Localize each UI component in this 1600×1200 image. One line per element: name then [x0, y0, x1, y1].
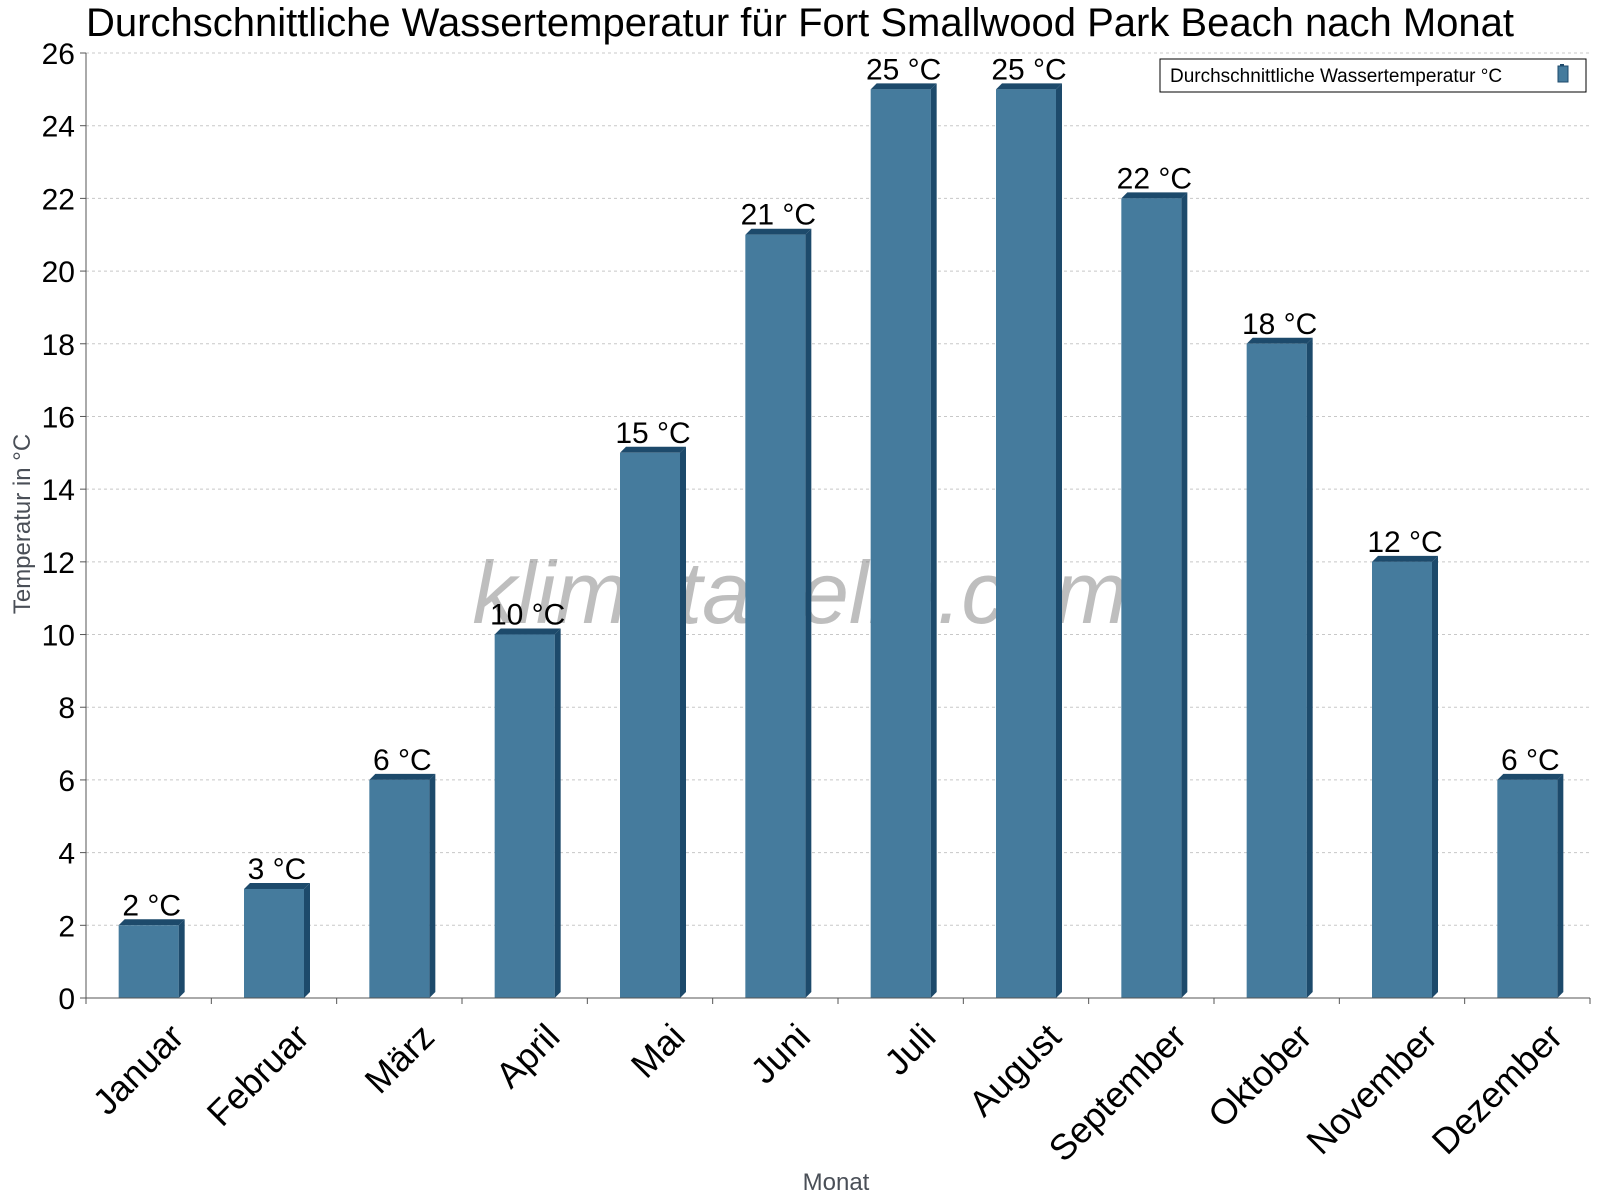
- data-label: 10 °C: [490, 599, 565, 632]
- axes: [80, 52, 1591, 1004]
- bar: [996, 89, 1056, 999]
- x-tick-label: Mai: [623, 1016, 693, 1086]
- x-tick-label: November: [1298, 1016, 1444, 1162]
- y-tick-label: 14: [42, 474, 75, 507]
- bar: [1121, 198, 1182, 998]
- bar-side: [680, 446, 686, 998]
- bar-side: [930, 83, 937, 999]
- bar: [369, 779, 430, 998]
- x-tick-label: April: [487, 1016, 567, 1096]
- y-tick-label: 0: [58, 983, 75, 1016]
- data-labels: 2 °C 3 °C 6 °C 10 °C 15 °C 21 °C 25 °C 25 °C 22 …: [122, 53, 1559, 922]
- data-label: 25 °C: [866, 53, 941, 86]
- bar: [1372, 561, 1432, 998]
- y-tick-label: 4: [58, 838, 75, 871]
- bar-side: [1181, 192, 1188, 998]
- bars: [118, 83, 1564, 999]
- bar-top: [1246, 337, 1313, 344]
- bar-side: [805, 228, 812, 998]
- y-tick-label: 8: [58, 692, 75, 725]
- y-tick-label: 10: [42, 620, 75, 653]
- bar: [620, 452, 680, 998]
- y-axis-title: Temperatur in °C: [9, 434, 36, 614]
- bar-side: [1056, 83, 1062, 999]
- data-label: 18 °C: [1242, 308, 1317, 341]
- bar: [494, 634, 555, 998]
- data-label: 15 °C: [615, 417, 690, 450]
- bar-top: [870, 83, 937, 90]
- bar-top: [745, 228, 812, 235]
- x-tick-label: März: [357, 1016, 443, 1102]
- x-tick-label: August: [961, 1016, 1069, 1124]
- legend-box: [1159, 58, 1587, 93]
- bar-top: [620, 446, 686, 453]
- bar-side: [1306, 337, 1313, 998]
- bar-top: [1121, 192, 1188, 199]
- bar-side: [554, 628, 561, 998]
- bar: [118, 925, 179, 998]
- bar-side: [178, 919, 185, 998]
- y-tick-label: 22: [42, 183, 75, 216]
- x-tick-label: Oktober: [1200, 1016, 1320, 1136]
- data-label: 25 °C: [991, 53, 1066, 86]
- data-label: 6 °C: [373, 744, 432, 777]
- x-tick-label: Januar: [85, 1016, 192, 1123]
- data-label: 3 °C: [248, 853, 307, 886]
- bar-top: [1497, 773, 1564, 780]
- bar-top: [244, 882, 310, 889]
- bar-top: [996, 83, 1062, 90]
- legend-label: Durchschnittliche Wassertemperatur °C: [1170, 66, 1502, 87]
- grid-lines: [86, 52, 1590, 926]
- x-axis-title: Monat: [803, 1169, 870, 1196]
- y-tick-label: 20: [42, 256, 75, 289]
- y-tick-label: 6: [58, 765, 75, 798]
- bar-top: [1372, 555, 1438, 562]
- y-tick-label: 16: [42, 401, 75, 434]
- bar-side: [1557, 773, 1564, 998]
- bar: [244, 888, 304, 998]
- data-label: 6 °C: [1501, 744, 1560, 777]
- bar-side: [304, 882, 310, 998]
- chart-title: Durchschnittliche Wassertemperatur für F…: [86, 1, 1514, 45]
- x-tick-label: Februar: [199, 1016, 317, 1134]
- y-tick-label: 12: [42, 547, 75, 580]
- data-label: 21 °C: [741, 199, 816, 232]
- legend: Durchschnittliche Wassertemperatur °C: [1159, 58, 1587, 93]
- bar-top: [118, 919, 185, 926]
- bar-top: [369, 773, 436, 780]
- data-label: 22 °C: [1117, 162, 1192, 195]
- y-tick-label: 24: [42, 111, 75, 144]
- x-tick-label: Dezember: [1424, 1016, 1570, 1162]
- x-tick-label: Juni: [742, 1016, 818, 1092]
- bar: [1497, 779, 1558, 998]
- bar-side: [429, 773, 436, 998]
- y-tick-label: 18: [42, 329, 75, 362]
- y-tick-label: 2: [58, 910, 75, 943]
- legend-swatch: [1557, 65, 1569, 83]
- data-label: 12 °C: [1367, 526, 1442, 559]
- bar: [870, 89, 931, 999]
- x-tick-labels: Januar Februar März April Mai Juni Juli AugustS…: [85, 1016, 1571, 1170]
- x-tick-label: September: [1041, 1016, 1195, 1170]
- bar-side: [1432, 555, 1438, 998]
- y-tick-label: 26: [42, 38, 75, 71]
- bar: [745, 234, 806, 998]
- bar: [1246, 343, 1307, 998]
- bar-top: [494, 628, 561, 635]
- x-tick-label: Juli: [876, 1016, 943, 1083]
- data-label: 2 °C: [122, 889, 181, 922]
